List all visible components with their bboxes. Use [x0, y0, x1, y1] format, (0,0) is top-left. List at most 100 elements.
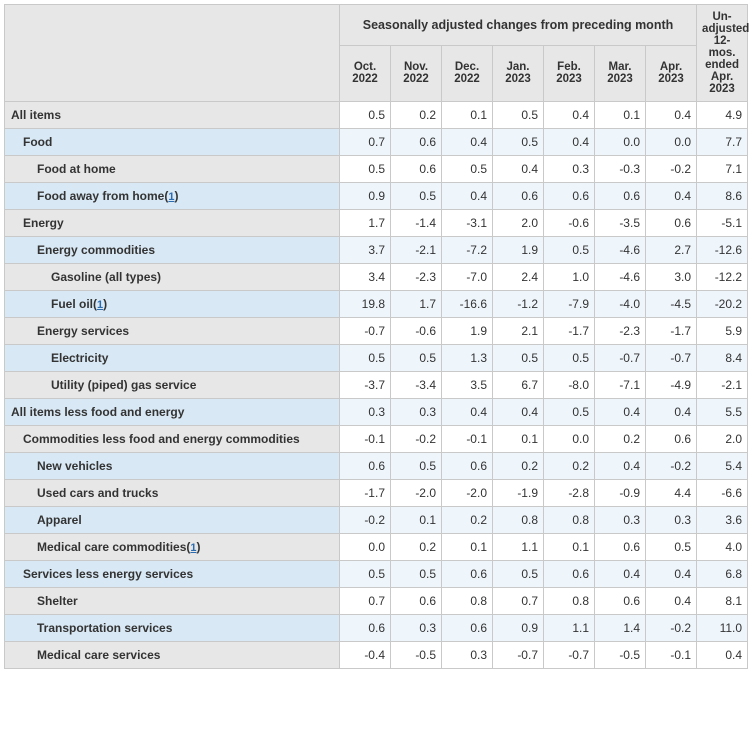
data-cell-unadjusted: -6.6	[697, 480, 748, 507]
footnote-link[interactable]: 1	[168, 191, 174, 203]
data-cell: -0.5	[595, 642, 646, 669]
data-cell: 0.6	[595, 588, 646, 615]
data-cell: 0.6	[391, 156, 442, 183]
data-cell: -2.0	[442, 480, 493, 507]
row-label: Energy	[5, 210, 340, 237]
data-cell: -1.2	[493, 291, 544, 318]
cpi-table: Seasonally adjusted changes from precedi…	[4, 4, 748, 669]
table-row: All items less food and energy0.30.30.40…	[5, 399, 748, 426]
data-cell: 0.1	[442, 102, 493, 129]
table-row: Fuel oil(1)19.81.7-16.6-1.2-7.9-4.0-4.5-…	[5, 291, 748, 318]
data-cell: -4.6	[595, 237, 646, 264]
data-cell: 1.1	[493, 534, 544, 561]
data-cell: 0.2	[391, 534, 442, 561]
data-cell-unadjusted: -20.2	[697, 291, 748, 318]
data-cell: 0.6	[442, 561, 493, 588]
footnote-link[interactable]: 1	[97, 299, 103, 311]
data-cell: 1.7	[391, 291, 442, 318]
data-cell: -0.2	[646, 615, 697, 642]
data-cell: 4.4	[646, 480, 697, 507]
row-label: Services less energy services	[5, 561, 340, 588]
table-row: Energy commodities3.7-2.1-7.21.90.5-4.62…	[5, 237, 748, 264]
table-row: Apparel-0.20.10.20.80.80.30.33.6	[5, 507, 748, 534]
data-cell: -2.0	[391, 480, 442, 507]
data-cell-unadjusted: 0.4	[697, 642, 748, 669]
header-month-6: Apr. 2023	[646, 45, 697, 101]
data-cell: -1.7	[544, 318, 595, 345]
data-cell: 0.3	[340, 399, 391, 426]
data-cell: -3.7	[340, 372, 391, 399]
table-row: Food away from home(1)0.90.50.40.60.60.6…	[5, 183, 748, 210]
data-cell: 0.1	[595, 102, 646, 129]
data-cell: -0.7	[646, 345, 697, 372]
data-cell: 0.6	[595, 183, 646, 210]
table-row: Services less energy services0.50.50.60.…	[5, 561, 748, 588]
row-label: Apparel	[5, 507, 340, 534]
data-cell: -7.1	[595, 372, 646, 399]
data-cell: 0.4	[442, 399, 493, 426]
footnote-link[interactable]: 1	[190, 542, 196, 554]
data-cell: -2.3	[391, 264, 442, 291]
data-cell: -4.9	[646, 372, 697, 399]
data-cell: -0.9	[595, 480, 646, 507]
data-cell-unadjusted: -12.6	[697, 237, 748, 264]
data-cell: -0.2	[391, 426, 442, 453]
data-cell-unadjusted: -12.2	[697, 264, 748, 291]
data-cell-unadjusted: 2.0	[697, 426, 748, 453]
table-row: Utility (piped) gas service-3.7-3.43.56.…	[5, 372, 748, 399]
data-cell: 0.4	[646, 561, 697, 588]
data-cell-unadjusted: 3.6	[697, 507, 748, 534]
data-cell: 3.5	[442, 372, 493, 399]
table-body: All items0.50.20.10.50.40.10.44.9Food0.7…	[5, 102, 748, 669]
data-cell: 3.4	[340, 264, 391, 291]
data-cell: -0.1	[442, 426, 493, 453]
data-cell-unadjusted: 8.4	[697, 345, 748, 372]
table-row: Medical care services-0.4-0.50.3-0.7-0.7…	[5, 642, 748, 669]
row-label: Electricity	[5, 345, 340, 372]
data-cell: -0.4	[340, 642, 391, 669]
data-cell: -8.0	[544, 372, 595, 399]
row-label: Gasoline (all types)	[5, 264, 340, 291]
row-label: Utility (piped) gas service	[5, 372, 340, 399]
data-cell: -1.4	[391, 210, 442, 237]
data-cell: -0.6	[544, 210, 595, 237]
data-cell: 0.6	[493, 183, 544, 210]
data-cell: 0.7	[340, 129, 391, 156]
data-cell: 0.3	[391, 615, 442, 642]
table-row: Transportation services0.60.30.60.91.11.…	[5, 615, 748, 642]
data-cell: 0.5	[493, 345, 544, 372]
data-cell: -4.0	[595, 291, 646, 318]
data-cell: 0.9	[340, 183, 391, 210]
row-label: Energy commodities	[5, 237, 340, 264]
row-label: Medical care services	[5, 642, 340, 669]
table-row: Commodities less food and energy commodi…	[5, 426, 748, 453]
data-cell: 0.4	[595, 561, 646, 588]
data-cell: 0.5	[493, 102, 544, 129]
row-label: Fuel oil(1)	[5, 291, 340, 318]
data-cell-unadjusted: 7.7	[697, 129, 748, 156]
data-cell: 0.4	[595, 453, 646, 480]
data-cell: 0.1	[391, 507, 442, 534]
data-cell: 0.4	[544, 102, 595, 129]
row-label: Transportation services	[5, 615, 340, 642]
data-cell: -7.2	[442, 237, 493, 264]
row-label: All items	[5, 102, 340, 129]
data-cell: 0.6	[646, 426, 697, 453]
data-cell: -0.7	[340, 318, 391, 345]
data-cell: 3.7	[340, 237, 391, 264]
data-cell: 0.5	[544, 399, 595, 426]
row-label: Used cars and trucks	[5, 480, 340, 507]
table-row: Medical care commodities(1)0.00.20.11.10…	[5, 534, 748, 561]
data-cell: 0.6	[340, 453, 391, 480]
data-cell: 1.9	[442, 318, 493, 345]
data-cell: 0.2	[493, 453, 544, 480]
data-cell: 0.6	[391, 129, 442, 156]
data-cell: 0.7	[493, 588, 544, 615]
data-cell: 2.4	[493, 264, 544, 291]
data-cell: 2.0	[493, 210, 544, 237]
data-cell-unadjusted: 5.4	[697, 453, 748, 480]
data-cell: 0.9	[493, 615, 544, 642]
data-cell: -2.8	[544, 480, 595, 507]
data-cell: 0.5	[391, 345, 442, 372]
data-cell: 2.1	[493, 318, 544, 345]
